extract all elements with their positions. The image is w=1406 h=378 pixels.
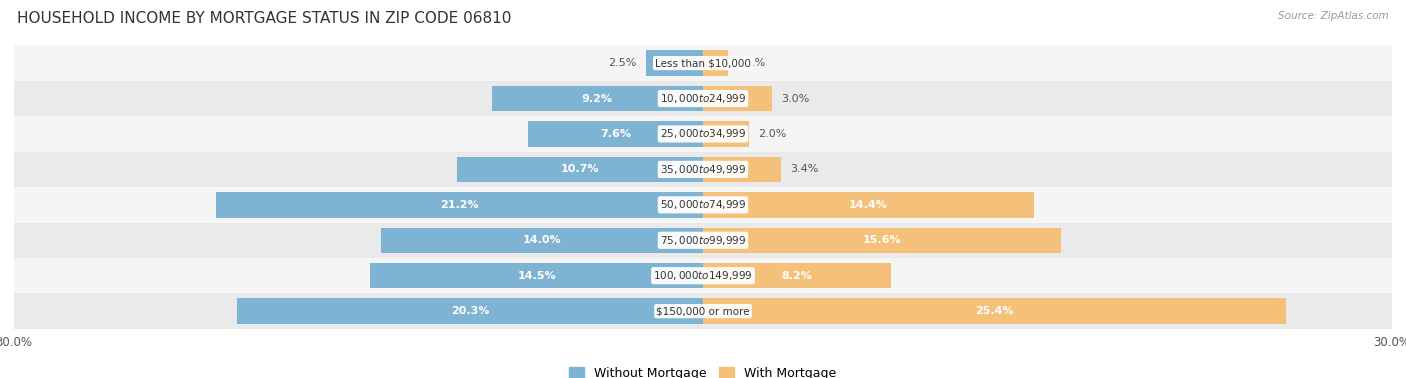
Text: $150,000 or more: $150,000 or more [657,306,749,316]
Bar [703,192,1033,218]
Text: Less than $10,000: Less than $10,000 [655,58,751,68]
Bar [703,156,782,182]
Bar [236,298,703,324]
Text: 14.0%: 14.0% [523,235,561,245]
Bar [703,228,1062,253]
Text: $100,000 to $149,999: $100,000 to $149,999 [654,269,752,282]
Bar [703,50,728,76]
Bar [14,116,1392,152]
Text: Source: ZipAtlas.com: Source: ZipAtlas.com [1278,11,1389,21]
Bar [703,86,772,111]
Bar [14,187,1392,223]
Text: $35,000 to $49,999: $35,000 to $49,999 [659,163,747,176]
Text: $50,000 to $74,999: $50,000 to $74,999 [659,198,747,211]
Text: 7.6%: 7.6% [600,129,631,139]
Text: 14.4%: 14.4% [849,200,887,210]
Text: HOUSEHOLD INCOME BY MORTGAGE STATUS IN ZIP CODE 06810: HOUSEHOLD INCOME BY MORTGAGE STATUS IN Z… [17,11,512,26]
Text: 25.4%: 25.4% [976,306,1014,316]
Text: 3.4%: 3.4% [790,164,818,174]
Text: 14.5%: 14.5% [517,271,555,281]
Bar [645,50,703,76]
Text: 10.7%: 10.7% [561,164,599,174]
Bar [14,293,1392,329]
Text: 21.2%: 21.2% [440,200,479,210]
Bar [14,81,1392,116]
Bar [381,228,703,253]
Text: $25,000 to $34,999: $25,000 to $34,999 [659,127,747,141]
Bar [14,223,1392,258]
Text: 2.5%: 2.5% [607,58,637,68]
Bar [529,121,703,147]
Bar [703,298,1286,324]
Text: $10,000 to $24,999: $10,000 to $24,999 [659,92,747,105]
Text: 15.6%: 15.6% [863,235,901,245]
Bar [14,258,1392,293]
Bar [457,156,703,182]
Text: $75,000 to $99,999: $75,000 to $99,999 [659,234,747,247]
Bar [370,263,703,288]
Bar [217,192,703,218]
Bar [14,45,1392,81]
Bar [703,121,749,147]
Text: 20.3%: 20.3% [451,306,489,316]
Text: 8.2%: 8.2% [782,271,813,281]
Bar [703,263,891,288]
Text: 3.0%: 3.0% [782,93,810,104]
Legend: Without Mortgage, With Mortgage: Without Mortgage, With Mortgage [564,362,842,378]
Text: 9.2%: 9.2% [582,93,613,104]
Text: 1.1%: 1.1% [738,58,766,68]
Text: 2.0%: 2.0% [758,129,786,139]
Bar [492,86,703,111]
Bar [14,152,1392,187]
